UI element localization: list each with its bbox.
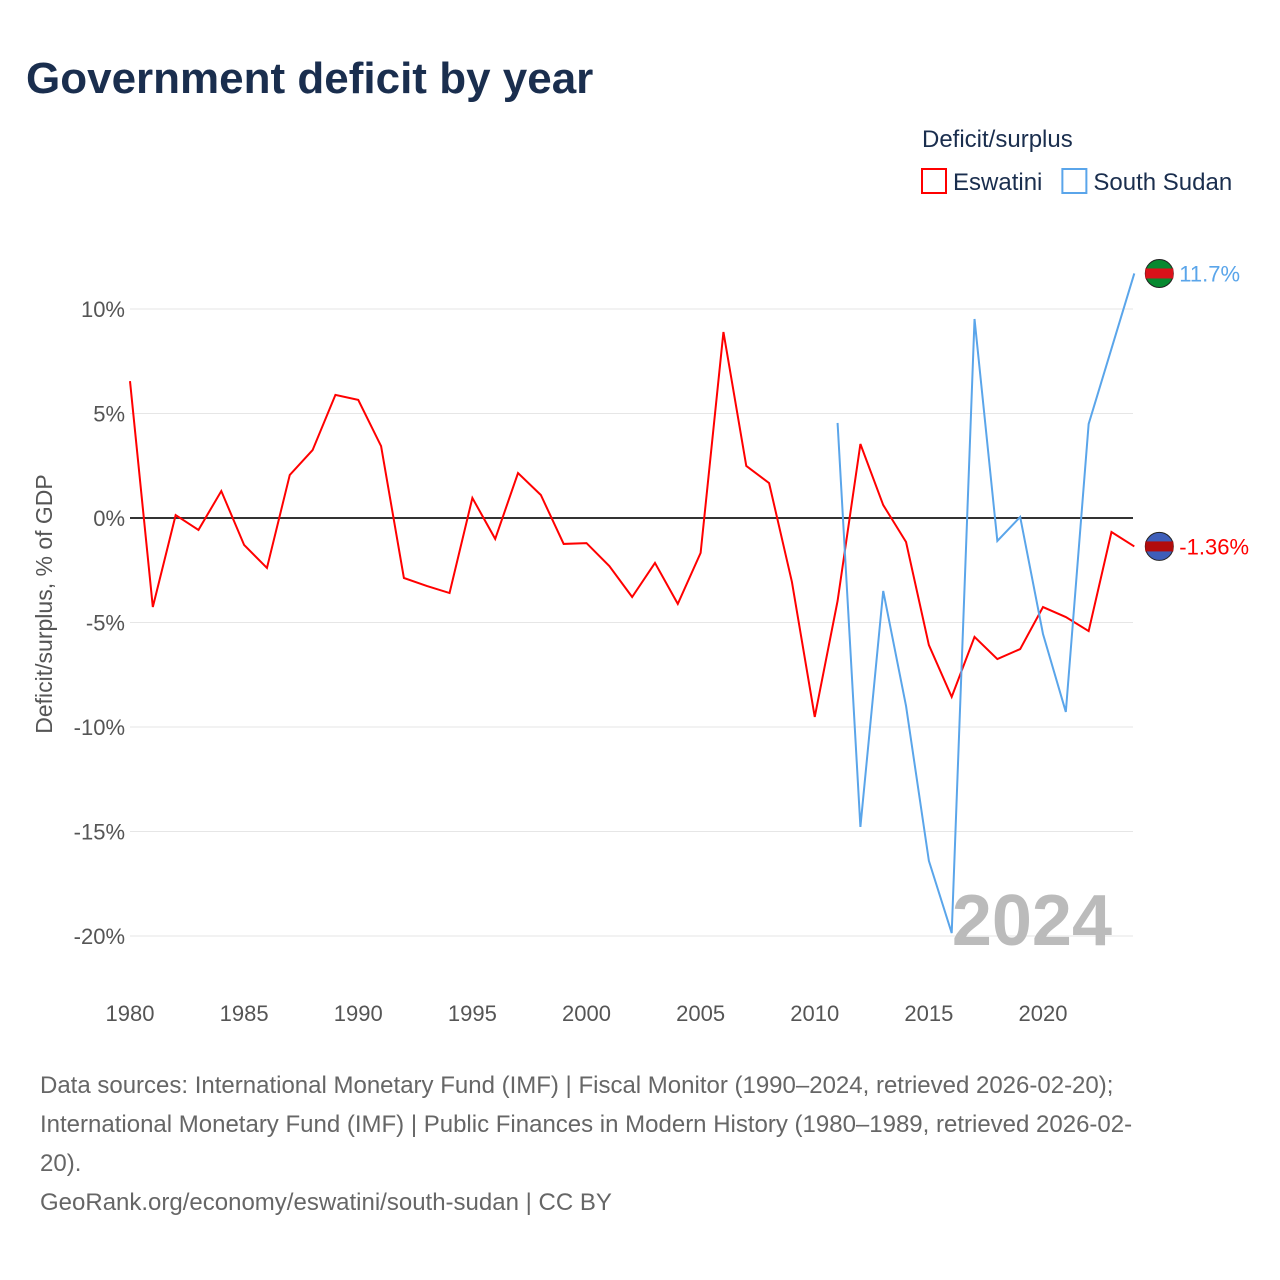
year-watermark: 2024 bbox=[952, 881, 1112, 961]
x-tick-label: 2000 bbox=[562, 1001, 611, 1026]
y-tick-label: 10% bbox=[81, 297, 125, 322]
series-line-eswatini bbox=[129, 331, 1135, 718]
chart-title: Government deficit by year bbox=[26, 54, 593, 103]
legend-title: Deficit/surplus bbox=[922, 126, 1073, 153]
legend-swatch bbox=[921, 168, 947, 194]
end-value-label: 11.7% bbox=[1179, 261, 1240, 286]
x-tick-label: 1985 bbox=[220, 1001, 269, 1026]
y-tick-label: -5% bbox=[86, 611, 125, 636]
legend: Eswatini South Sudan bbox=[921, 168, 1232, 196]
source-line-1: Data sources: International Monetary Fun… bbox=[40, 1072, 1113, 1099]
series-line-south-sudan bbox=[836, 273, 1136, 934]
y-tick-label: -15% bbox=[74, 820, 125, 845]
x-tick-label: 1995 bbox=[448, 1001, 497, 1026]
y-axis-label: Deficit/surplus, % of GDP bbox=[31, 474, 57, 733]
end-value-label: -1.36% bbox=[1179, 534, 1249, 559]
flag-icon bbox=[1144, 258, 1174, 288]
x-tick-label: 2005 bbox=[676, 1001, 725, 1026]
x-tick-label: 2020 bbox=[1019, 1001, 1068, 1026]
x-tick-label: 1980 bbox=[106, 1001, 155, 1026]
source-line-3: 20). bbox=[40, 1150, 81, 1177]
legend-label[interactable]: South Sudan bbox=[1093, 169, 1232, 196]
y-tick-label: 0% bbox=[93, 506, 125, 531]
x-tick-label: 1990 bbox=[334, 1001, 383, 1026]
y-tick-label: -20% bbox=[74, 924, 125, 949]
legend-label[interactable]: Eswatini bbox=[953, 169, 1042, 196]
source-link[interactable]: GeoRank.org/economy/eswatini/south-sudan… bbox=[40, 1189, 612, 1216]
y-tick-label: -10% bbox=[74, 715, 125, 740]
x-tick-label: 2015 bbox=[904, 1001, 953, 1026]
source-line-2: International Monetary Fund (IMF) | Publ… bbox=[40, 1111, 1132, 1138]
flag-icon bbox=[1144, 531, 1174, 561]
legend-swatch bbox=[1061, 168, 1088, 194]
x-tick-label: 2010 bbox=[790, 1001, 839, 1026]
y-tick-label: 5% bbox=[93, 402, 125, 427]
